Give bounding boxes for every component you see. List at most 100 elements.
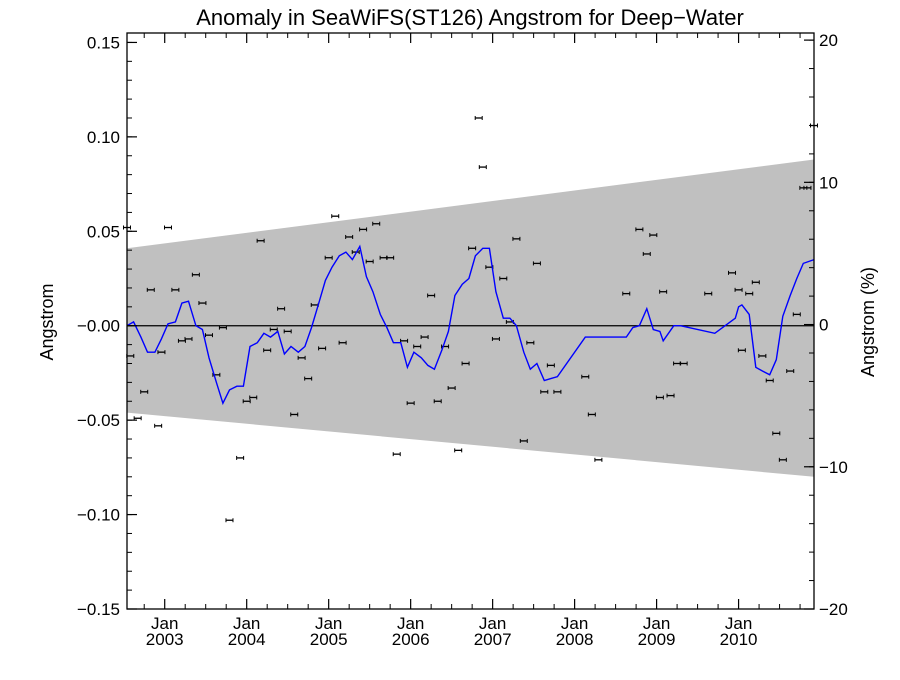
data-point: [420, 335, 429, 340]
y-axis-label-right: Angstrom (%): [858, 267, 878, 377]
data-point: [478, 165, 487, 170]
data-point: [532, 261, 541, 266]
data-point: [474, 115, 483, 120]
data-point: [157, 350, 166, 355]
x-tick-label-year: 2003: [146, 630, 184, 649]
data-point: [372, 221, 381, 226]
x-tick-label-month: Jan: [643, 614, 670, 633]
data-point: [351, 250, 360, 255]
data-point: [778, 457, 787, 462]
data-point: [263, 348, 272, 353]
data-point: [737, 348, 746, 353]
x-tick-label-year: 2005: [310, 630, 348, 649]
x-tick-label-year: 2004: [228, 630, 266, 649]
data-point: [655, 395, 664, 400]
x-tick-label-month: Jan: [561, 614, 588, 633]
data-point: [792, 312, 801, 317]
data-point: [642, 251, 651, 256]
x-tick-label-year: 2007: [474, 630, 512, 649]
x-tick-label-month: Jan: [151, 614, 178, 633]
y-tick-label-left: 0.10: [87, 128, 120, 147]
data-point: [751, 280, 760, 285]
smoothed-line-layer: [126, 244, 815, 406]
data-point: [526, 340, 535, 345]
data-point: [659, 289, 668, 294]
y-tick-label-right: 20: [819, 31, 838, 50]
data-point: [204, 333, 213, 338]
data-point: [304, 376, 313, 381]
plot-frame: [126, 32, 815, 610]
x-tick-label-year: 2008: [556, 630, 594, 649]
data-point: [587, 412, 596, 417]
data-point: [519, 438, 528, 443]
axes-layer: 0.150.100.05−0.00−0.05−0.10−0.1520100−10…: [77, 31, 848, 649]
data-point: [318, 346, 327, 351]
x-tick-label-month: Jan: [725, 614, 752, 633]
y-tick-label-right: −10: [819, 458, 848, 477]
y-tick-label-left: −0.10: [77, 506, 120, 525]
data-point: [427, 293, 436, 298]
data-point: [163, 225, 172, 230]
data-point: [581, 374, 590, 379]
data-point: [803, 185, 812, 190]
x-tick-label-month: Jan: [479, 614, 506, 633]
data-point: [622, 291, 631, 296]
data-point: [540, 389, 549, 394]
data-point: [546, 363, 555, 368]
y-axis-label-left: Angstrom: [37, 283, 57, 360]
data-point: [786, 369, 795, 374]
x-tick-label-month: Jan: [315, 614, 342, 633]
data-point: [594, 457, 603, 462]
uncertainty-band-layer: [127, 159, 814, 477]
data-point: [433, 399, 442, 404]
data-point: [236, 455, 245, 460]
data-point: [191, 272, 200, 277]
data-point: [338, 340, 347, 345]
data-point: [242, 399, 251, 404]
data-point: [468, 246, 477, 251]
x-tick-label-month: Jan: [397, 614, 424, 633]
data-point: [499, 276, 508, 281]
chart-title: Anomaly in SeaWiFS(ST126) Angstrom for D…: [196, 5, 744, 30]
y-tick-label-right: −20: [819, 600, 848, 619]
data-point: [758, 353, 767, 358]
data-point: [359, 227, 368, 232]
smoothed-series-line: [126, 244, 815, 406]
data-point: [297, 355, 306, 360]
x-tick-label-year: 2006: [392, 630, 430, 649]
x-tick-label-month: Jan: [233, 614, 260, 633]
data-point: [225, 518, 234, 523]
data-point: [413, 344, 422, 349]
data-point: [218, 325, 227, 330]
y-tick-label-left: −0.15: [77, 600, 120, 619]
data-point: [406, 401, 415, 406]
data-point: [290, 412, 299, 417]
y-tick-label-left: 0.15: [87, 33, 120, 52]
data-point: [734, 287, 743, 292]
data-point: [765, 378, 774, 383]
y-tick-label-right: 10: [819, 173, 838, 192]
data-point: [447, 386, 456, 391]
data-point: [649, 233, 658, 238]
data-point: [386, 255, 395, 260]
data-point: [198, 301, 207, 306]
data-point: [728, 270, 737, 275]
data-point: [331, 214, 340, 219]
data-point: [171, 287, 180, 292]
data-point: [392, 452, 401, 457]
data-point: [256, 238, 265, 243]
data-point: [277, 306, 286, 311]
data-point: [140, 389, 149, 394]
data-point: [704, 291, 713, 296]
data-point: [461, 361, 470, 366]
y-tick-label-left: −0.05: [77, 411, 120, 430]
data-point: [154, 423, 163, 428]
data-point: [772, 431, 781, 436]
data-point: [324, 255, 333, 260]
data-point: [553, 389, 562, 394]
x-tick-label-year: 2009: [638, 630, 676, 649]
data-point: [283, 329, 292, 334]
data-point: [745, 291, 754, 296]
